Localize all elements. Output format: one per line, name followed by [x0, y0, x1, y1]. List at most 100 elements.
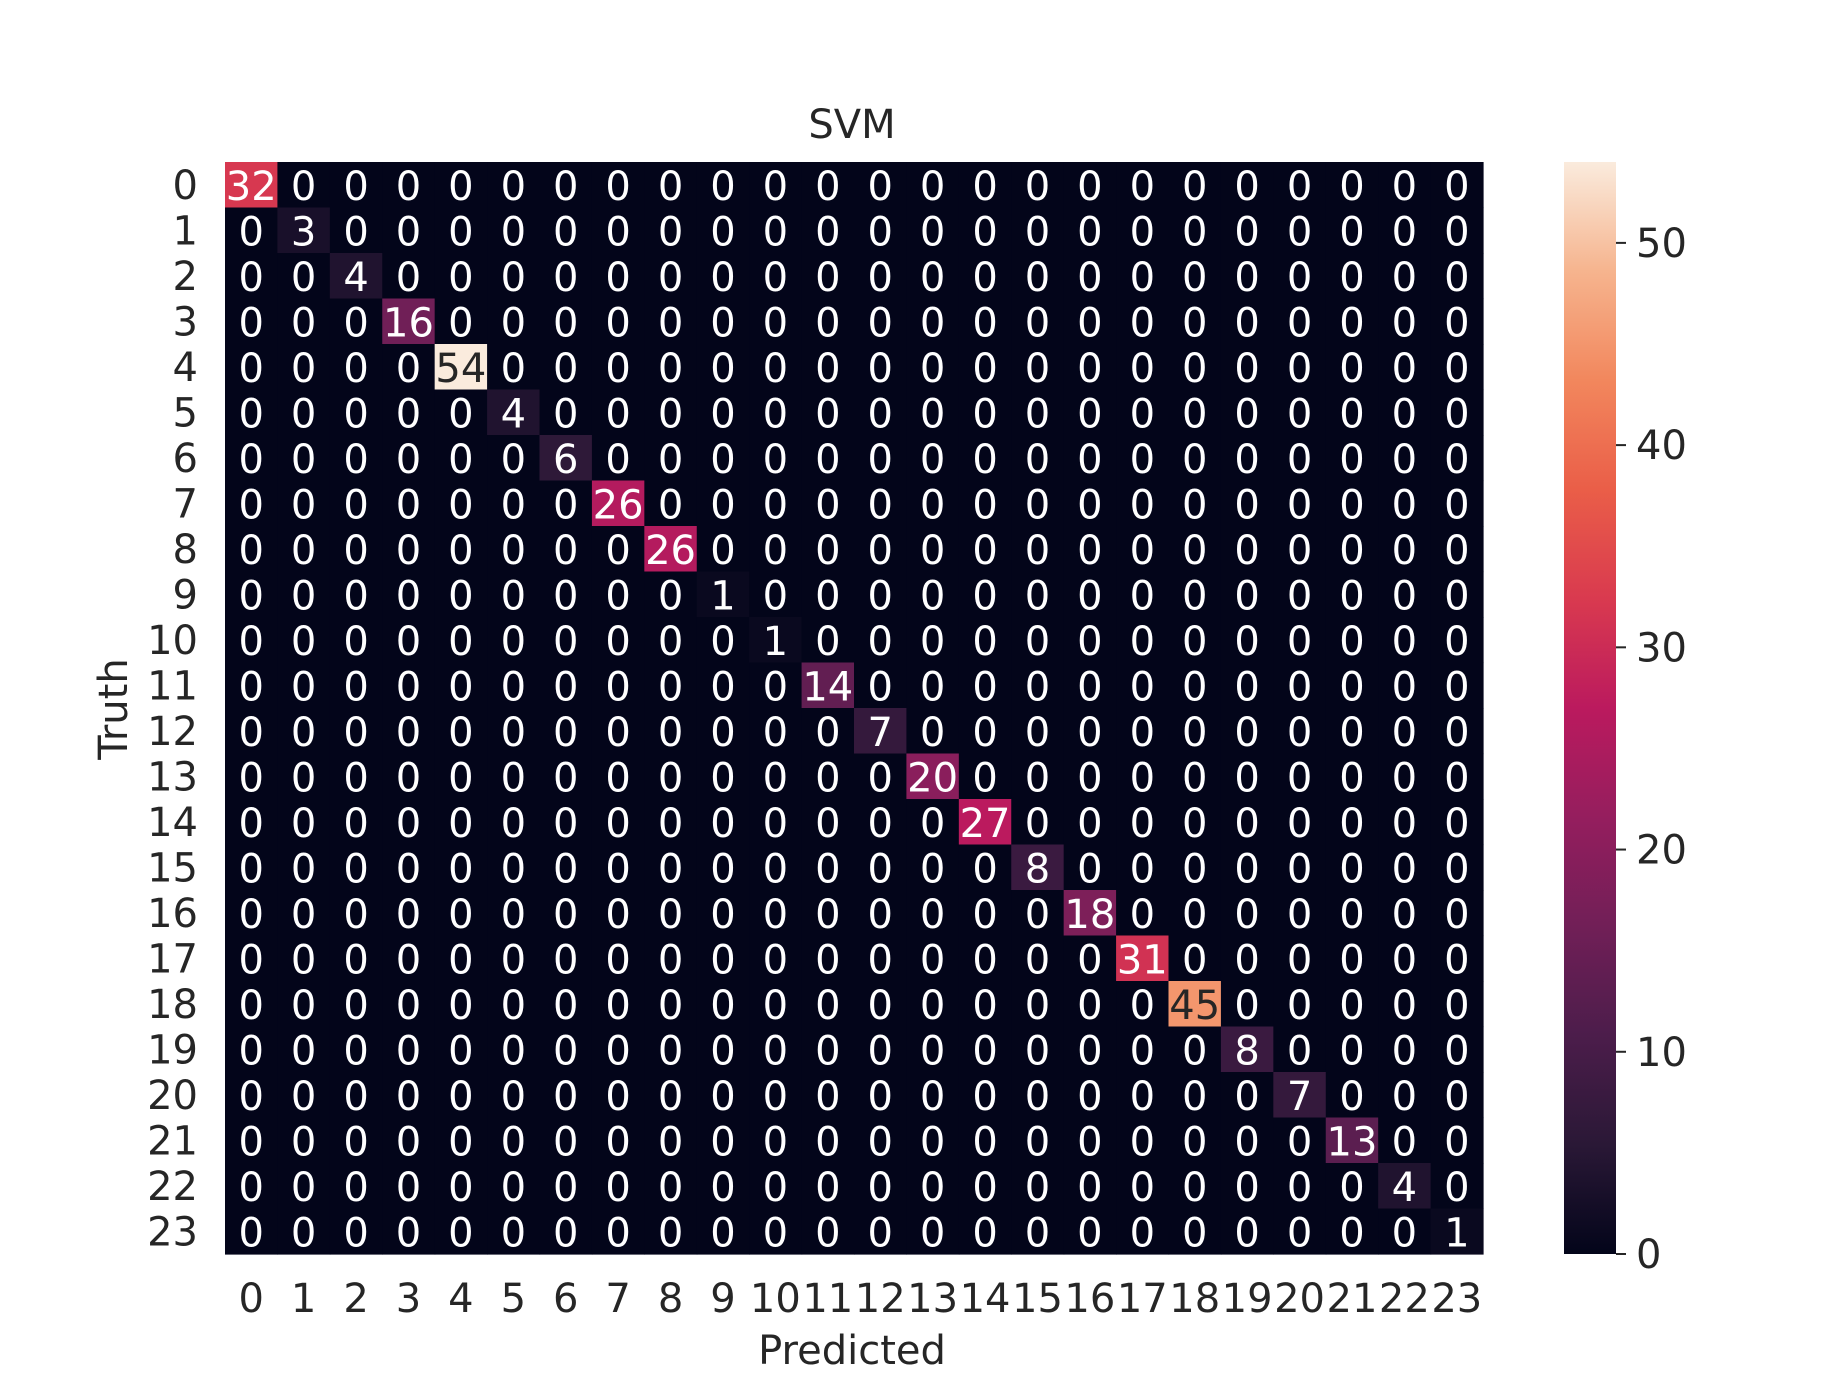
- cell-value-label: 0: [658, 255, 683, 301]
- y-tick-label: 15: [147, 845, 198, 891]
- cell-value-label: 0: [553, 1074, 578, 1120]
- cell-value-label: 0: [1287, 482, 1312, 528]
- heatmap-cell: [225, 617, 279, 664]
- cell-value-label: 0: [396, 255, 421, 301]
- heatmap-cell: [1063, 1072, 1117, 1119]
- heatmap-cell: [487, 389, 541, 436]
- heatmap-cell: [1325, 844, 1379, 891]
- heatmap-cell: [1325, 1208, 1379, 1255]
- cell-value-label: 0: [815, 619, 840, 665]
- cell-value-label: 0: [710, 528, 735, 574]
- heatmap-cell: [225, 480, 279, 527]
- heatmap-cell: [539, 207, 593, 254]
- x-tick-label: 8: [658, 1276, 683, 1322]
- cell-value-label: 0: [1444, 892, 1469, 938]
- heatmap-cell: [591, 708, 645, 755]
- cell-value-label: 0: [867, 1074, 892, 1120]
- cell-value-label: 0: [291, 937, 316, 983]
- heatmap-cell: [1063, 435, 1117, 482]
- cell-value-label: 0: [238, 482, 263, 528]
- heatmap-cell: [382, 1163, 436, 1210]
- heatmap-cell: [1273, 935, 1327, 982]
- heatmap-cell: [1430, 1208, 1484, 1255]
- heatmap-cell: [1116, 389, 1170, 436]
- heatmap-cell: [434, 981, 488, 1028]
- cell-value-label: 0: [553, 1119, 578, 1165]
- chart-title: SVM: [808, 102, 895, 148]
- heatmap-cell: [434, 617, 488, 664]
- heatmap-cell: [591, 571, 645, 618]
- heatmap-cell: [958, 435, 1012, 482]
- cell-value-label: 0: [501, 573, 526, 619]
- heatmap-cell: [1011, 207, 1065, 254]
- heatmap-cell: [277, 799, 331, 846]
- cell-value-label: 0: [1077, 1119, 1102, 1165]
- heatmap-cell: [225, 298, 279, 345]
- cell-value-label: 0: [1077, 710, 1102, 756]
- heatmap-cell: [1378, 753, 1432, 800]
- heatmap-cell: [1220, 1208, 1274, 1255]
- cell-value-label: 0: [972, 437, 997, 483]
- cell-value-label: 0: [1130, 983, 1155, 1029]
- cell-value-label: 0: [710, 391, 735, 437]
- cell-value-label: 0: [1077, 391, 1102, 437]
- heatmap-cell: [1430, 571, 1484, 618]
- heatmap-cell: [1220, 662, 1274, 709]
- heatmap-cell: [801, 1163, 855, 1210]
- cell-value-label: 0: [1444, 1165, 1469, 1211]
- cell-value-label: 0: [972, 1028, 997, 1074]
- cell-value-label: 0: [1392, 1210, 1417, 1256]
- cell-value-label: 0: [1287, 1210, 1312, 1256]
- cell-value-label: 0: [867, 1028, 892, 1074]
- cell-value-label: 0: [920, 846, 945, 892]
- cell-value-label: 0: [1182, 937, 1207, 983]
- heatmap-cell: [225, 1072, 279, 1119]
- heatmap-cell: [1273, 1026, 1327, 1073]
- cell-value-label: 0: [920, 164, 945, 210]
- heatmap-cell: [749, 662, 803, 709]
- heatmap-cell: [1325, 298, 1379, 345]
- cell-value-label: 4: [501, 391, 526, 437]
- heatmap-cell: [539, 571, 593, 618]
- cell-value-label: 0: [972, 983, 997, 1029]
- heatmap-cell: [329, 344, 383, 391]
- cell-value-label: 0: [920, 1074, 945, 1120]
- cell-value-label: 0: [1287, 346, 1312, 392]
- cell-value-label: 0: [972, 755, 997, 801]
- y-tick-label: 18: [147, 982, 198, 1028]
- heatmap-cell: [801, 435, 855, 482]
- cell-value-label: 0: [501, 1028, 526, 1074]
- y-tick-label: 21: [147, 1118, 198, 1164]
- cell-value-label: 1: [1444, 1210, 1469, 1256]
- heatmap-cell: [1168, 617, 1222, 664]
- x-tick-label: 14: [960, 1276, 1011, 1322]
- cell-value-label: 0: [815, 209, 840, 255]
- cell-value-label: 0: [972, 300, 997, 346]
- cell-value-label: 0: [553, 482, 578, 528]
- cell-value-label: 0: [972, 1165, 997, 1211]
- cell-value-label: 0: [972, 573, 997, 619]
- cell-value-label: 0: [605, 300, 630, 346]
- cell-value-label: 0: [1182, 755, 1207, 801]
- cell-value-label: 0: [1077, 1074, 1102, 1120]
- heatmap-cell: [1430, 253, 1484, 300]
- cell-value-label: 0: [553, 573, 578, 619]
- heatmap-cell: [225, 526, 279, 573]
- heatmap-cell: [958, 935, 1012, 982]
- heatmap-cell: [1168, 844, 1222, 891]
- cell-value-label: 0: [343, 801, 368, 847]
- cell-value-label: 0: [1287, 983, 1312, 1029]
- cell-value-label: 0: [867, 1119, 892, 1165]
- cell-value-label: 0: [343, 1074, 368, 1120]
- cell-value-label: 0: [1392, 892, 1417, 938]
- cell-value-label: 0: [1025, 482, 1050, 528]
- heatmap-cell: [382, 844, 436, 891]
- heatmap-cell: [434, 935, 488, 982]
- cell-value-label: 0: [238, 346, 263, 392]
- heatmap-cell: [434, 571, 488, 618]
- cell-value-label: 0: [501, 892, 526, 938]
- heatmap-cell: [958, 207, 1012, 254]
- heatmap-cell: [1011, 1117, 1065, 1164]
- x-tick-label: 15: [1012, 1276, 1063, 1322]
- heatmap-cell: [1325, 935, 1379, 982]
